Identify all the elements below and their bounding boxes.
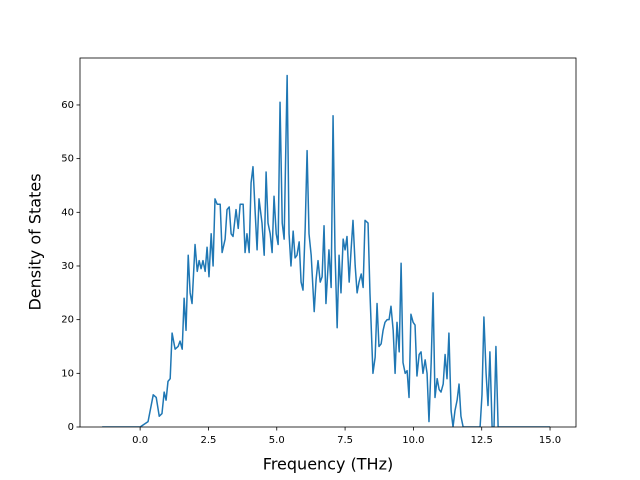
y-axis-label: Density of States — [26, 173, 45, 310]
x-tick-label: 15.0 — [539, 435, 561, 446]
x-tick-label: 2.5 — [200, 435, 216, 446]
x-axis-label: Frequency (THz) — [263, 455, 393, 474]
y-tick-label: 40 — [61, 207, 74, 218]
y-tick-label: 20 — [61, 315, 74, 326]
y-tick-label: 30 — [61, 261, 74, 272]
y-tick-label: 10 — [61, 368, 74, 379]
y-tick-label: 60 — [61, 100, 74, 111]
y-tick-label: 0 — [68, 422, 74, 433]
y-tick-label: 50 — [61, 154, 74, 165]
plot-frame — [79, 57, 577, 428]
x-tick-label: 0.0 — [132, 435, 148, 446]
x-tick-label: 5.0 — [269, 435, 285, 446]
x-tick-label: 10.0 — [402, 435, 424, 446]
x-tick-label: 12.5 — [471, 435, 493, 446]
dos-line — [102, 74, 551, 427]
x-tick-label: 7.5 — [337, 435, 353, 446]
